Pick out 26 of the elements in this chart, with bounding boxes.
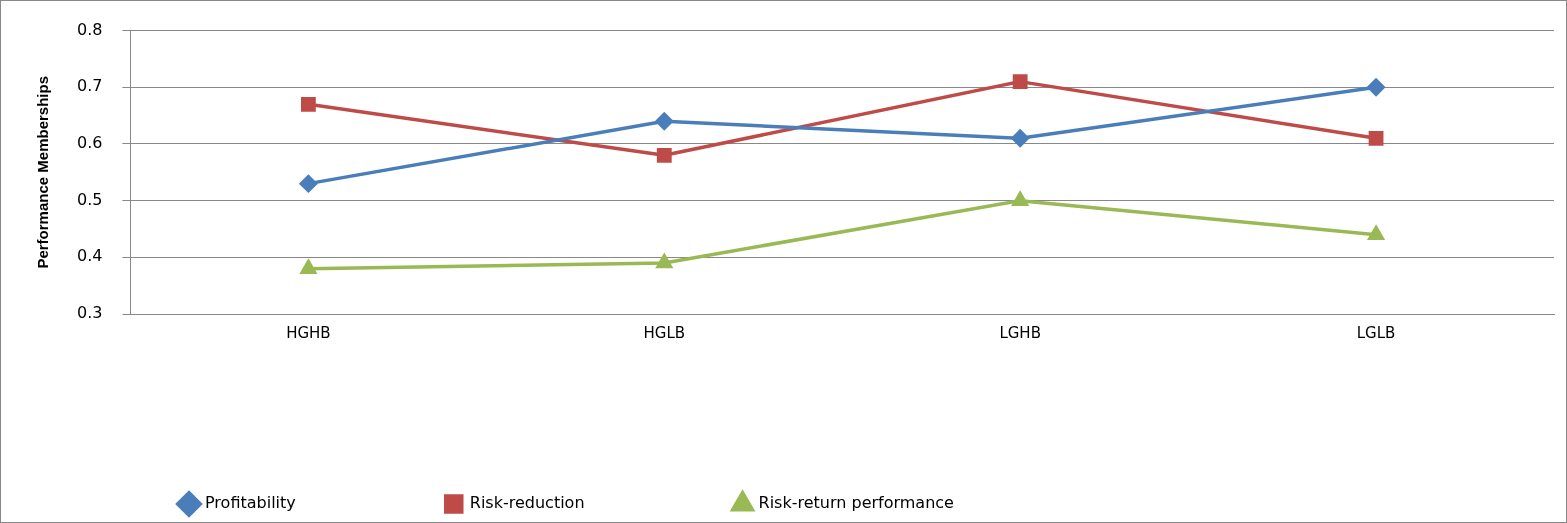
point (1012, 74, 1028, 90)
y-tick-label: 0.3 (76, 303, 103, 323)
point (1368, 130, 1384, 146)
point (655, 112, 674, 131)
x-tick-label: HGHB (286, 323, 331, 342)
y-axis-title: Performance Memberships (34, 76, 52, 269)
x-tick-label: LGHB (999, 323, 1041, 342)
legend-label: Profitability (205, 493, 296, 513)
point (1368, 225, 1384, 240)
y-tick-label: 0.8 (76, 19, 103, 39)
legend-label: Risk-return performance (758, 493, 954, 513)
point (1012, 191, 1028, 206)
point (300, 259, 317, 274)
point (1011, 129, 1029, 148)
y-tick-label: 0.6 (76, 133, 103, 153)
point (656, 254, 673, 269)
point (1367, 78, 1385, 97)
x-tick-label: LGLB (1356, 323, 1396, 342)
y-tick-label: 0.4 (76, 246, 103, 266)
point (299, 174, 318, 193)
legend-label: Risk-reduction (469, 493, 585, 513)
y-tick-label: 0.7 (76, 76, 103, 96)
x-tick-label: HGLB (643, 323, 686, 342)
point (656, 147, 672, 163)
y-tick-label: 0.5 (76, 189, 103, 209)
point (300, 96, 316, 112)
